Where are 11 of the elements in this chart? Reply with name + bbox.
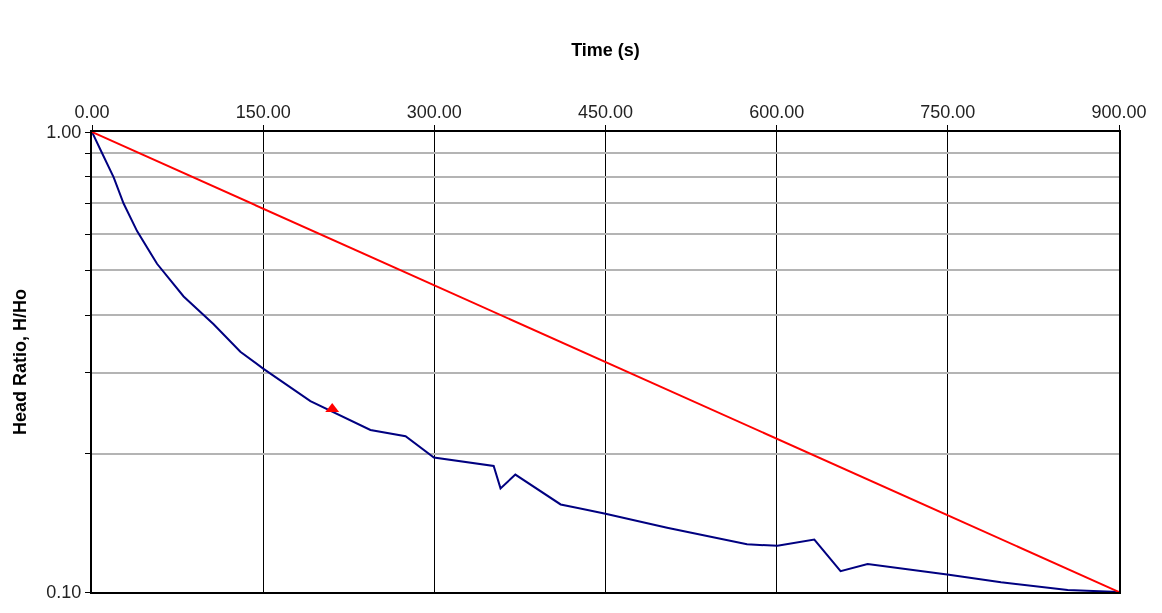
y-tick-label: 0.10 xyxy=(46,582,82,603)
x-tick-label: 450.00 xyxy=(577,101,634,122)
x-tick-label: 0.00 xyxy=(74,101,110,122)
x-tick-label: 600.00 xyxy=(749,101,805,122)
x-tick-label: 750.00 xyxy=(920,101,976,122)
y-tick-label: 1.00 xyxy=(46,122,82,143)
x-axis-title: Time (s) xyxy=(571,40,640,61)
y-axis-title: Head Ratio, H/Ho xyxy=(10,288,31,436)
x-tick-label: 150.00 xyxy=(235,101,291,122)
x-tick-label: 900.00 xyxy=(1091,101,1147,122)
x-tick-label: 300.00 xyxy=(406,101,462,122)
